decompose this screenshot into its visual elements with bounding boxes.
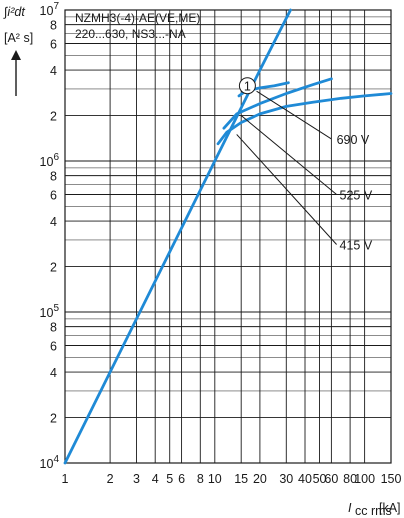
title-line-2: 220...630, NS3...-NA [75,27,186,41]
y-tick-label: 8 [50,321,57,335]
y-tick-label: 4 [50,64,57,78]
leader-line-0 [256,90,332,140]
x-tick-label: 100 [354,472,375,486]
series-group [63,8,393,465]
y-tick-label: 6 [50,37,57,51]
x-tick-label: 60 [324,472,338,486]
y-tick-label: 2 [50,261,57,275]
leader-group: 690 V 525 V 415 V 1 [236,77,373,252]
marker-label: 1 [244,79,251,93]
x-tick-label: 80 [343,472,357,486]
y-tick-label: 4 [50,366,57,380]
y-tick-label: 2 [50,412,57,426]
x-tick-label: 4 [152,472,159,486]
leader-line-2 [236,134,337,245]
marker-circle [238,77,256,95]
voltage-label-1: 525 V [340,188,373,202]
y-arrow [11,50,21,96]
x-tick-label: 2 [107,472,114,486]
y-tick-label: 4 [50,215,57,229]
plot-frame [64,9,392,464]
x-tick-label: 40 [298,472,312,486]
x-tick-label: 8 [197,472,204,486]
voltage-label-2: 415 V [340,238,373,252]
y-tick-label: 106 [40,152,60,169]
y-tick-label: 2 [50,110,57,124]
y-tick-label: 107 [40,1,60,18]
x-tick-label: 50 [313,472,327,486]
grid [64,9,392,464]
x-tick-label: 3 [133,472,140,486]
x-tick-label: 15 [234,472,248,486]
series-line-0 [63,8,292,465]
xlabel-sub: cc rms [355,504,392,518]
xlabel-unit: [kA] [379,501,401,515]
x-tick-label: 10 [208,472,222,486]
x-tick-label: 20 [253,472,267,486]
title-line-1: NZMH3(-4)-AE(VE,ME) [75,11,200,25]
xlabel: I [348,501,352,515]
voltage-label-0: 690 V [337,133,370,147]
y-tick-label: 6 [50,339,57,353]
y-tick-label: 8 [50,170,57,184]
x-tick-label: 1 [62,472,69,486]
x-tick-label: 6 [178,472,185,486]
series-line-3 [216,92,393,146]
x-tick-label: 30 [279,472,293,486]
x-tick-label: 5 [166,472,173,486]
y-tick-label: 105 [40,303,60,320]
leader-line-1 [240,115,337,195]
y-tick-label: 8 [50,19,57,33]
y-tick-label: 104 [40,454,60,471]
x-tick-label: 150 [381,472,402,486]
ylabel-unit: [A² s] [4,31,33,45]
y-tick-label: 6 [50,188,57,202]
series-line-2 [222,77,333,130]
ylabel-top: ∫i²dt [3,5,25,19]
